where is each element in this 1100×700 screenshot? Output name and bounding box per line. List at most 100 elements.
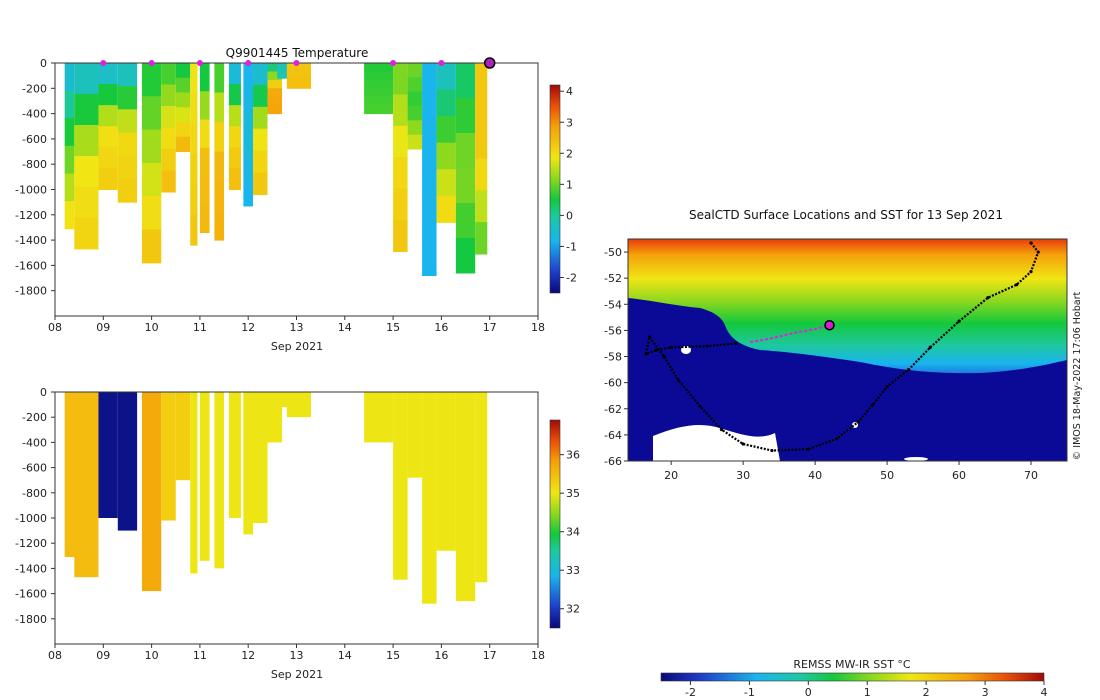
temperature-profile-cell [253,150,268,174]
x-tick-label: 13 [290,649,304,662]
salinity-x-axis: 08 09 10 11 12 13 14 15 16 17 18 [48,644,545,662]
temperature-profile-cell [64,201,75,230]
temperature-profile-cell [277,73,290,77]
sst-map-panel: SealCTD Surface Locations and SST for 13… [604,208,1083,699]
salinity-profile-cell [199,392,210,561]
temperature-profile-cell [98,63,118,85]
map-x-tick-label: 40 [808,469,822,482]
temperature-profile-cell [243,63,254,88]
salinity-profile-cell [117,392,138,531]
colorbar-tick-label: -2 [566,271,577,284]
temperature-profile-cell [199,147,210,177]
seal-location [705,344,709,348]
temperature-profile-cell [74,186,99,219]
temperature-profile-cell [228,63,241,85]
x-tick-label: 18 [531,321,545,334]
seal-location [770,448,774,453]
profile-marker [245,60,252,66]
y-tick-label: -1200 [15,209,47,222]
temperature-profile-cell [98,126,118,148]
temperature-profile-cell [407,120,423,136]
temperature-profile-cell [74,124,99,157]
seal-location [647,335,652,339]
temperature-profile-cell [117,86,138,110]
temperature-profile-cell [190,214,198,246]
x-tick-label: 11 [193,321,207,334]
temperature-profile-cell [455,63,476,99]
sst-colorbar-tick-label: -1 [744,686,755,699]
map-x-tick-label: 50 [880,469,894,482]
temperature-profile-cell [228,168,241,190]
temperature-profile-cell [407,63,423,78]
temperature-profile-cell [190,93,198,125]
seal-location [928,345,932,349]
profile-marker [196,60,203,66]
temperature-profile-cell [267,88,283,98]
temperature-profile-cell [243,86,254,112]
temperature-profile-cell [117,155,138,180]
y-tick-label: -1000 [15,184,47,197]
x-tick-label: 09 [96,649,110,662]
profile-marker [390,60,397,66]
temperature-profile-cell [422,133,437,170]
temperature-profile-cell [74,217,99,250]
temperature-profile-cell [393,157,408,190]
y-tick-label: -200 [22,82,47,95]
temperature-profile-cell [214,92,225,123]
current-location-marker [824,319,835,331]
sst-colorbar-tick-label: 2 [923,686,930,699]
y-tick-label: -1200 [15,537,47,550]
temperature-profile-cell [214,210,225,241]
temperature-panel: Q9901445 Temperature 08 09 10 11 12 13 14 15 16 1… [15,46,577,353]
temperature-profile-cell [243,110,254,135]
temperature-profile-cell [199,204,210,234]
temperature-profile-cell [455,202,476,239]
temperature-profile-cell [117,132,138,157]
y-tick-label: -600 [22,133,47,146]
seal-location [806,447,810,451]
temperature-profile-cell [277,65,290,69]
profile-markers [100,57,496,69]
temperature-profile-cell [393,63,408,95]
map-x-tick-label: 70 [1024,469,1038,482]
temperature-profile-cell [253,84,268,108]
temperature-profile-cell [141,96,162,131]
temperature-profile-cell [64,118,75,147]
map-x-tick-label: 20 [664,469,678,482]
y-tick-label: -800 [22,158,47,171]
temperature-profile-cell [117,63,138,87]
map-y-tick-label: -66 [604,455,622,468]
sst-colorbar-tick-label: 0 [805,686,812,699]
y-tick-label: -1600 [15,259,47,272]
temperature-profile-cell [253,63,268,86]
temperature-profile-cell [407,106,423,121]
seal-location [662,354,666,359]
temperature-profile-cell [267,71,283,81]
salinity-profile-cell [243,392,254,535]
temperature-profile-cell [161,127,176,150]
x-tick-label: 09 [96,321,110,334]
temperature-profile-cell [190,154,198,185]
salinity-profile-cell [422,392,437,604]
x-tick-label: 10 [145,321,159,334]
y-tick-label: -400 [22,108,47,121]
temperature-profile-cell [199,63,210,92]
x-tick-label: 15 [386,649,400,662]
map-x-tick-label: 30 [736,469,750,482]
colorbar-tick-label: -1 [566,240,577,253]
y-tick-label: -600 [22,462,47,475]
temperature-profile-cell [175,77,191,94]
salinity-profile-cell [455,392,476,602]
map-y-tick-label: -58 [604,351,622,364]
x-tick-label: 15 [386,321,400,334]
x-tick-label: 10 [145,649,159,662]
temperature-profile-cell [286,79,311,85]
x-tick-label: 11 [193,649,207,662]
seal-location [871,403,875,407]
temperature-colorbar-ticks: 4 3 2 1 0 -1 -2 [560,85,577,284]
profile-marker [100,60,107,66]
temperature-profile-cell [64,145,75,174]
sst-colorbar-tick-label: 4 [1041,686,1048,699]
x-tick-label: 12 [241,321,255,334]
salinity-profile-cell [393,392,408,580]
